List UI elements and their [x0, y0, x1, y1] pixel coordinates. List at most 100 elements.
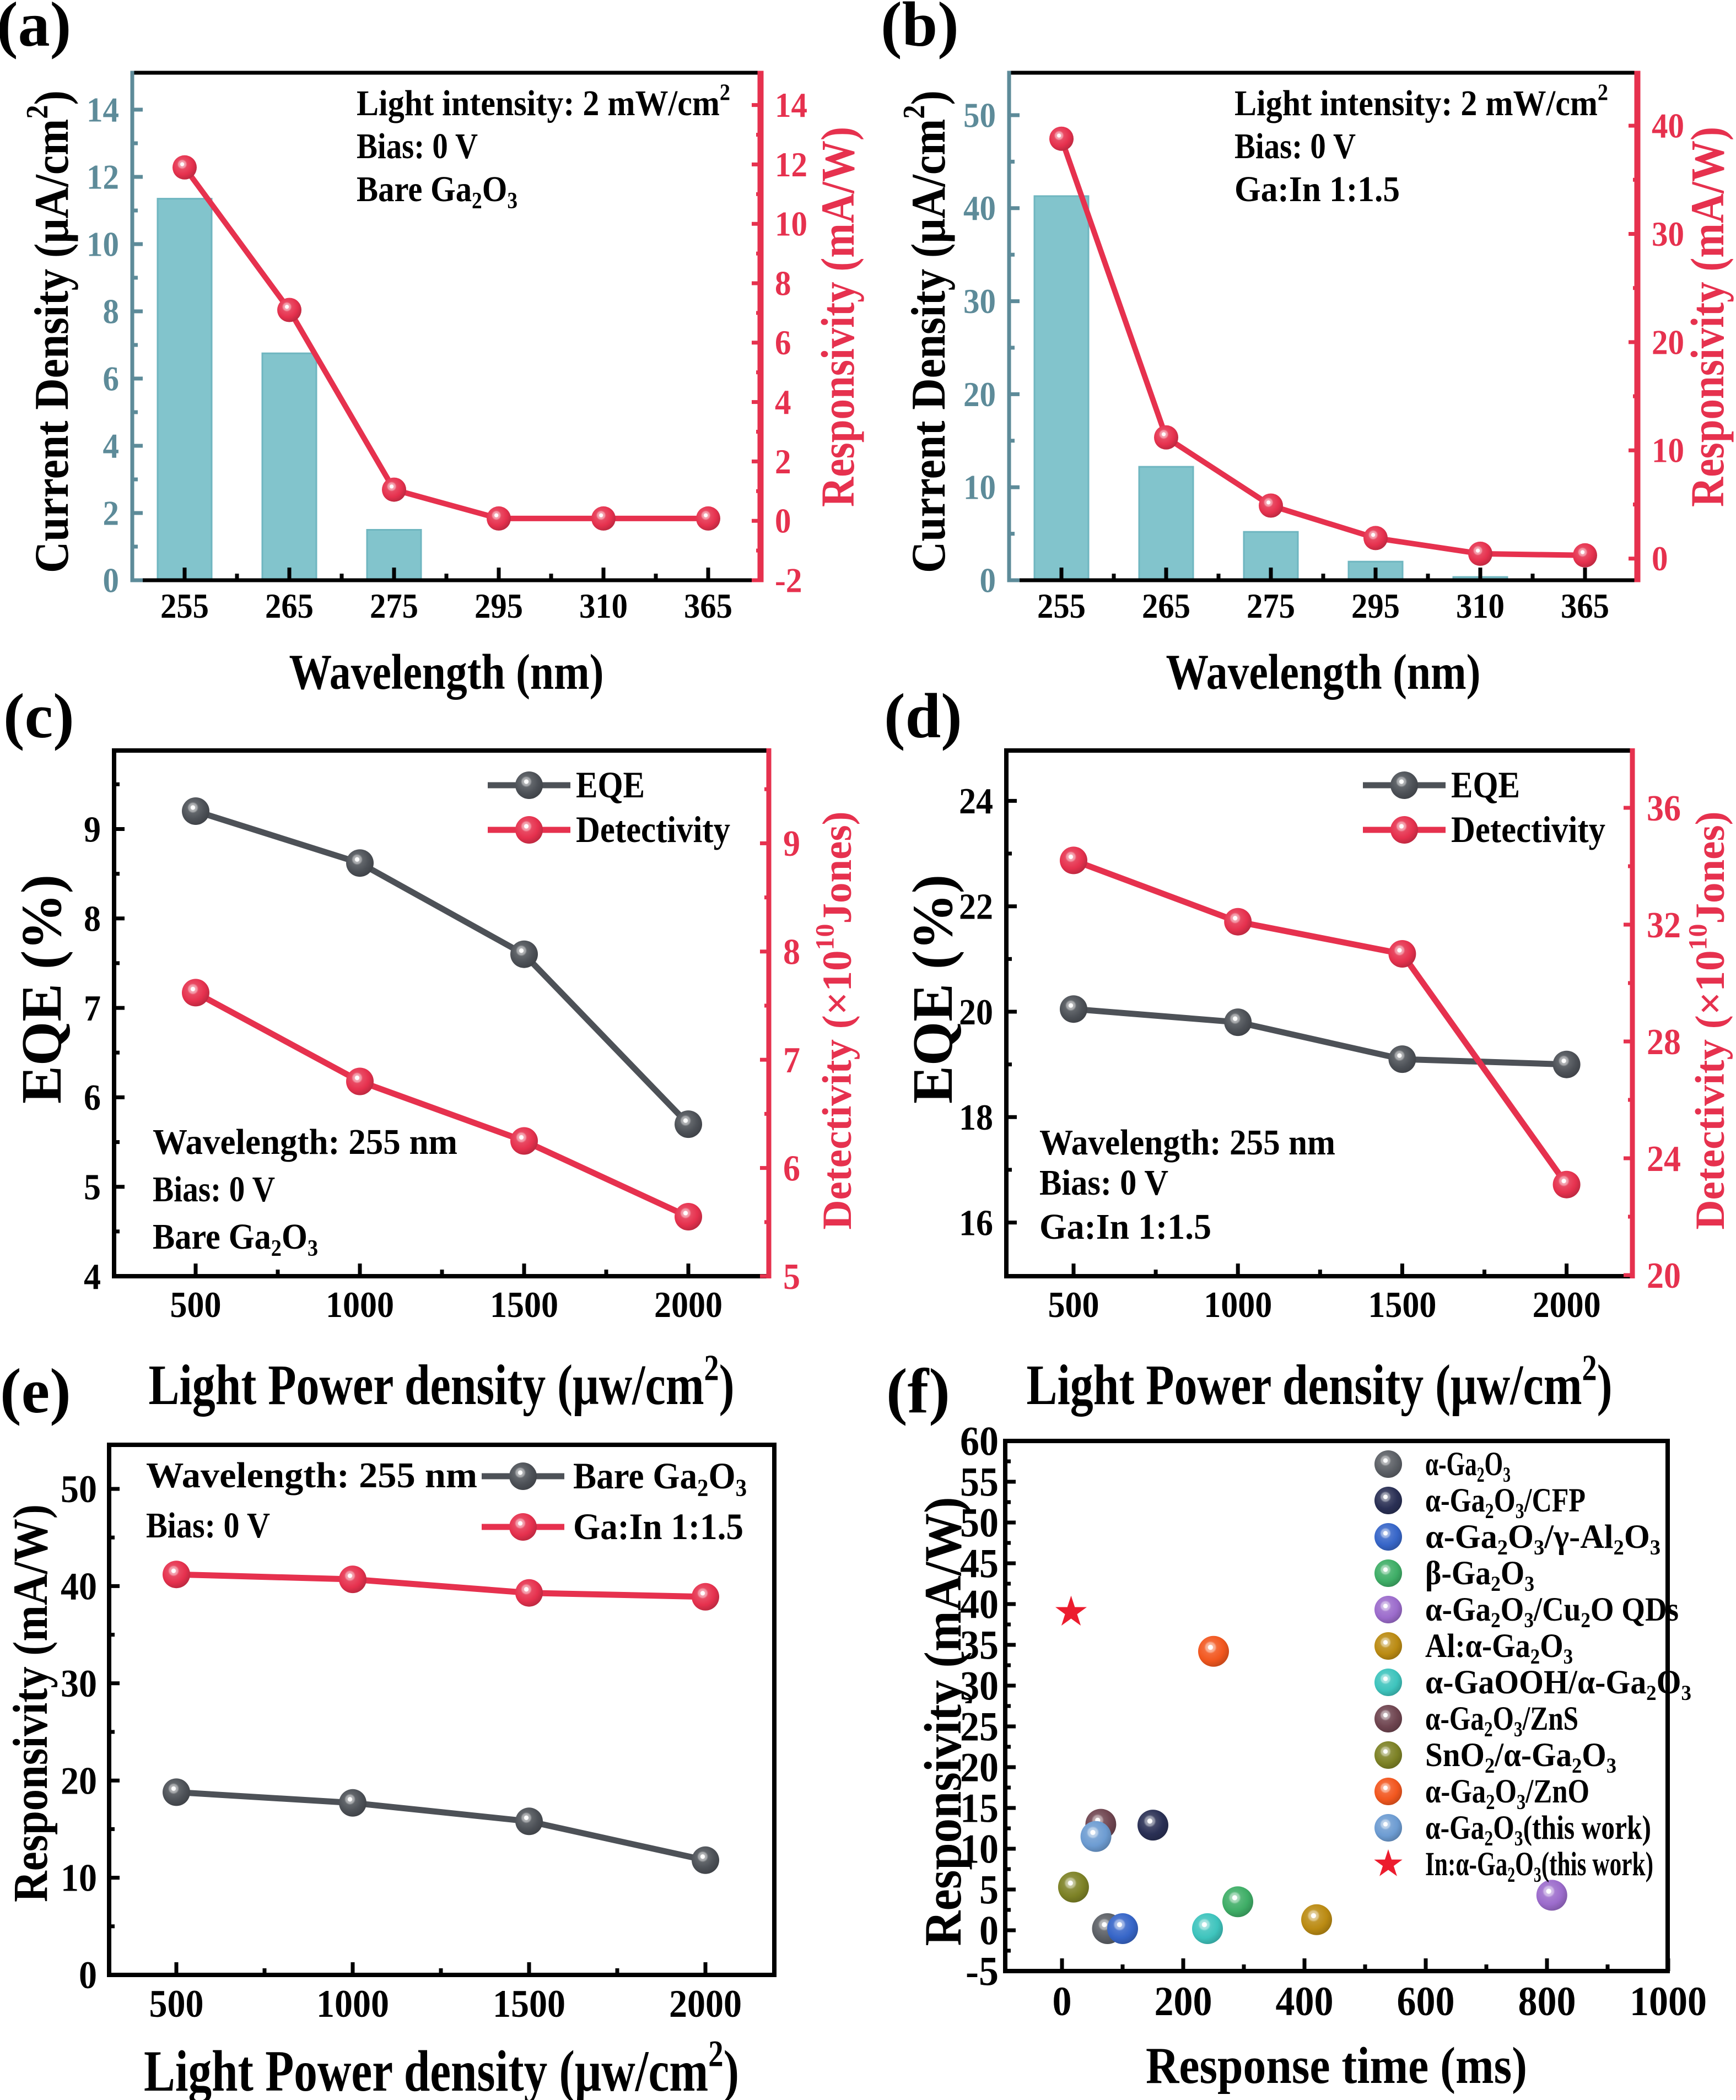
svg-text:6: 6	[775, 323, 791, 362]
svg-text:4: 4	[775, 383, 791, 422]
svg-text:(b): (b)	[881, 0, 959, 60]
svg-text:1000: 1000	[326, 1284, 394, 1325]
svg-text:Ga:In 1:1.5: Ga:In 1:1.5	[1234, 169, 1400, 209]
svg-text:20: 20	[959, 992, 993, 1033]
svg-text:50: 50	[61, 1468, 97, 1511]
svg-text:1000: 1000	[1630, 1979, 1707, 2025]
svg-text:28: 28	[1647, 1022, 1681, 1062]
svg-text:5: 5	[979, 1867, 999, 1913]
svg-text:0: 0	[103, 561, 120, 600]
svg-text:Detectivity: Detectivity	[576, 808, 730, 850]
svg-text:800: 800	[1518, 1979, 1576, 2025]
svg-text:50: 50	[960, 1500, 999, 1546]
svg-text:β-Ga2O3: β-Ga2O3	[1425, 1555, 1534, 1596]
svg-text:EQE: EQE	[576, 764, 645, 806]
svg-text:20: 20	[960, 1745, 999, 1791]
svg-text:Responsivity (mA/W): Responsivity (mA/W)	[811, 127, 864, 507]
svg-text:Bias: 0 V: Bias: 0 V	[153, 1169, 275, 1210]
svg-text:SnO2/α-Ga2O3: SnO2/α-Ga2O3	[1425, 1737, 1616, 1778]
svg-text:α-Ga2O3(this work): α-Ga2O3(this work)	[1425, 1810, 1651, 1850]
svg-text:2: 2	[103, 494, 120, 532]
svg-text:(c): (c)	[3, 681, 74, 752]
svg-text:7: 7	[783, 1040, 800, 1081]
svg-text:40: 40	[960, 1582, 999, 1628]
svg-text:Light Power density (μw/cm2): Light Power density (μw/cm2)	[1027, 1347, 1613, 1417]
svg-text:15: 15	[960, 1786, 999, 1832]
svg-text:Ga:In 1:1.5: Ga:In 1:1.5	[1039, 1207, 1211, 1247]
svg-text:50: 50	[963, 96, 996, 134]
svg-text:Light Power density (μw/cm2): Light Power density (μw/cm2)	[144, 2033, 739, 2100]
svg-text:Ga:In 1:1.5: Ga:In 1:1.5	[573, 1505, 743, 1547]
svg-text:12: 12	[87, 158, 119, 196]
svg-text:0: 0	[980, 561, 996, 600]
svg-text:30: 30	[963, 282, 996, 321]
svg-text:4: 4	[103, 427, 120, 465]
svg-text:Detectivity (×1010Jones): Detectivity (×1010Jones)	[811, 811, 861, 1229]
svg-text:Bare Ga2O3: Bare Ga2O3	[357, 169, 517, 214]
svg-text:10: 10	[87, 225, 119, 263]
svg-text:α-Ga2O3/γ-Al2O3: α-Ga2O3/γ-Al2O3	[1425, 1519, 1660, 1559]
svg-text:20: 20	[963, 375, 996, 414]
svg-text:265: 265	[1142, 587, 1190, 625]
svg-text:1500: 1500	[493, 1983, 565, 2026]
svg-text:0: 0	[775, 502, 791, 541]
svg-text:5: 5	[783, 1256, 800, 1297]
svg-text:Bias: 0 V: Bias: 0 V	[357, 126, 478, 166]
svg-text:Responsivity (mA/W): Responsivity (mA/W)	[1681, 127, 1734, 507]
svg-text:10: 10	[775, 205, 807, 244]
svg-text:6: 6	[783, 1148, 800, 1189]
svg-text:8: 8	[775, 264, 791, 303]
svg-text:EQE (%): EQE (%)	[901, 874, 964, 1104]
svg-text:α-Ga2O3/ZnO: α-Ga2O3/ZnO	[1425, 1773, 1589, 1814]
svg-text:2: 2	[775, 442, 791, 481]
svg-text:α-GaOOH/α-Ga2O3: α-GaOOH/α-Ga2O3	[1425, 1664, 1691, 1705]
svg-text:In:α-Ga2O3(this work): In:α-Ga2O3(this work)	[1425, 1846, 1653, 1887]
svg-text:Light Power density (μw/cm2): Light Power density (μw/cm2)	[149, 1347, 735, 1417]
svg-text:10: 10	[963, 468, 996, 507]
svg-text:500: 500	[1048, 1284, 1099, 1325]
svg-text:8: 8	[84, 899, 101, 940]
svg-text:0: 0	[1652, 539, 1668, 578]
svg-text:600: 600	[1397, 1979, 1455, 2025]
svg-text:265: 265	[265, 587, 314, 625]
svg-text:Bias: 0 V: Bias: 0 V	[1039, 1163, 1168, 1203]
svg-text:310: 310	[579, 587, 628, 625]
svg-text:24: 24	[1647, 1138, 1681, 1179]
svg-text:10: 10	[1652, 431, 1684, 470]
svg-text:2000: 2000	[654, 1284, 723, 1325]
svg-text:16: 16	[959, 1202, 993, 1243]
svg-text:Al:α-Ga2O3: Al:α-Ga2O3	[1425, 1628, 1573, 1669]
svg-text:18: 18	[959, 1097, 993, 1138]
svg-text:30: 30	[61, 1662, 97, 1705]
svg-text:Wavelength (nm): Wavelength (nm)	[289, 644, 604, 700]
svg-text:295: 295	[475, 587, 523, 625]
svg-text:20: 20	[61, 1759, 97, 1802]
svg-text:365: 365	[684, 587, 732, 625]
svg-text:Current Density (μA/cm2): Current Density (μA/cm2)	[20, 90, 79, 573]
svg-text:20: 20	[1647, 1255, 1681, 1296]
svg-text:55: 55	[960, 1460, 999, 1505]
svg-text:295: 295	[1351, 587, 1400, 625]
svg-text:EQE: EQE	[1451, 764, 1520, 806]
svg-text:40: 40	[61, 1565, 97, 1608]
svg-text:Wavelength: 255 nm: Wavelength: 255 nm	[146, 1455, 477, 1496]
svg-text:5: 5	[84, 1167, 101, 1208]
svg-text:-2: -2	[775, 561, 802, 600]
svg-text:Response time (ms): Response time (ms)	[1146, 2037, 1527, 2094]
svg-text:35: 35	[960, 1623, 999, 1669]
svg-text:275: 275	[1247, 587, 1295, 625]
svg-text:6: 6	[103, 359, 120, 398]
svg-text:Wavelength: 255 nm: Wavelength: 255 nm	[1039, 1122, 1335, 1163]
svg-text:45: 45	[960, 1541, 999, 1587]
svg-text:9: 9	[84, 809, 101, 850]
svg-text:Bare Ga2O3: Bare Ga2O3	[573, 1455, 747, 1502]
svg-text:60: 60	[960, 1419, 999, 1465]
svg-text:Detectivity (×1010Jones): Detectivity (×1010Jones)	[1684, 811, 1734, 1229]
svg-text:255: 255	[1037, 587, 1086, 625]
svg-text:(a): (a)	[0, 0, 71, 60]
svg-text:Detectivity: Detectivity	[1451, 808, 1605, 850]
svg-text:Light intensity: 2 mW/cm2: Light intensity: 2 mW/cm2	[357, 80, 730, 123]
svg-text:0: 0	[79, 1954, 97, 1997]
svg-text:1000: 1000	[1204, 1284, 1272, 1325]
svg-text:12: 12	[775, 145, 807, 184]
